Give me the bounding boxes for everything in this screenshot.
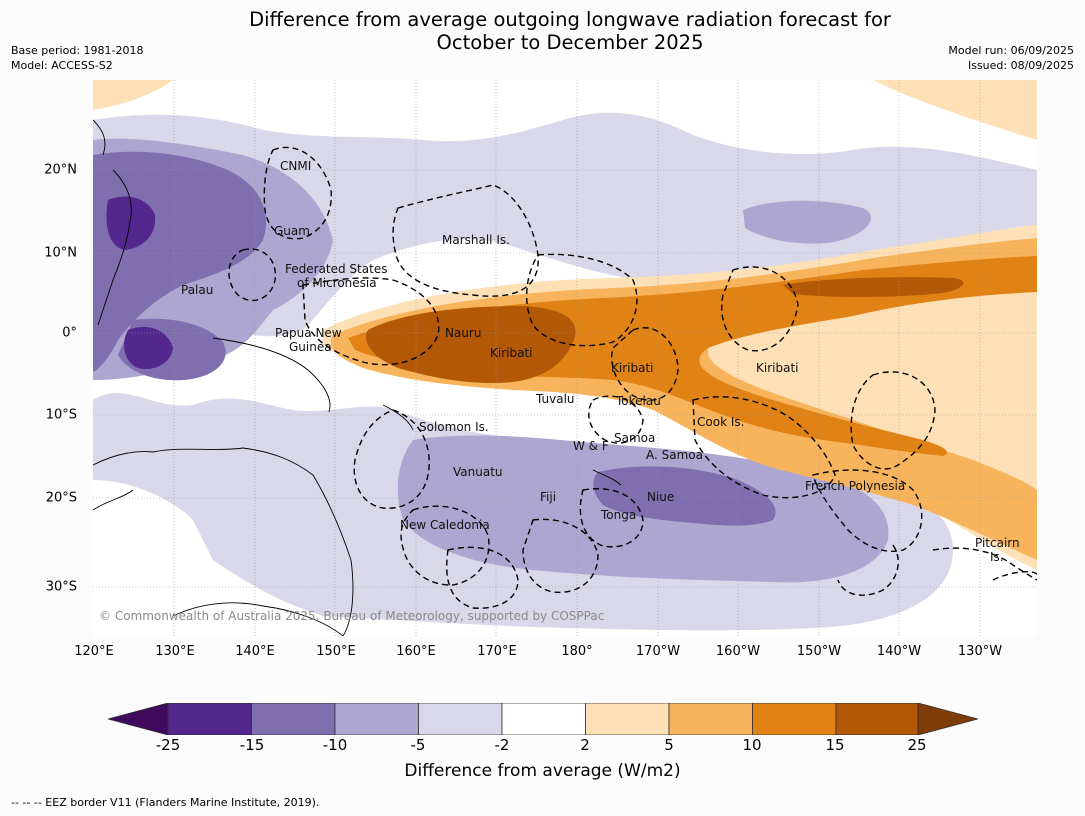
label-niue: Niue xyxy=(647,490,674,504)
y-tick-10n: 10°N xyxy=(44,245,77,261)
y-tick-0: 0° xyxy=(62,325,77,341)
colorbar xyxy=(108,703,978,735)
label-nauru: Nauru xyxy=(445,326,481,340)
forecast-map: CNMI Guam Marshall Is. Federated States … xyxy=(93,80,1037,636)
x-tick-130w: 130°W xyxy=(957,644,1003,659)
colorbar-extend-high xyxy=(917,703,978,735)
region-purple-niue xyxy=(593,466,776,526)
label-new-caledonia: New Caledonia xyxy=(400,518,490,532)
x-tick-140w: 140°W xyxy=(876,644,922,659)
colorbar-extend-low xyxy=(108,703,169,735)
colorbar-tick: -10 xyxy=(322,736,348,754)
colorbar-swatch xyxy=(418,703,503,735)
y-tick-20n: 20°N xyxy=(44,162,77,178)
colorbar-swatch xyxy=(835,703,919,735)
eez-borders xyxy=(228,146,1037,609)
meta-right: Model run: 06/09/2025 Issued: 08/09/2025 xyxy=(948,43,1074,73)
label-guam: Guam xyxy=(274,224,310,238)
region-brown-east xyxy=(783,277,964,297)
colorbar-tick: -25 xyxy=(155,736,181,754)
graticule xyxy=(93,80,1037,636)
colorbar-label: Difference from average (W/m2) xyxy=(404,761,681,781)
x-tick-170e: 170°E xyxy=(477,644,517,659)
title-line-1: Difference from average outgoing longwav… xyxy=(249,8,891,31)
meta-left: Base period: 1981-2018 Model: ACCESS-S2 xyxy=(11,43,143,73)
label-french-polynesia: French Polynesia xyxy=(805,479,905,493)
model-name: Model: ACCESS-S2 xyxy=(11,59,113,72)
x-tick-160e: 160°E xyxy=(396,644,436,659)
label-micronesia-1: Federated States xyxy=(285,262,387,276)
y-tick-10s: 10°S xyxy=(45,407,77,423)
label-kiribati-central: Kiribati xyxy=(611,361,653,375)
colorbar-tick: -2 xyxy=(494,736,510,754)
label-tuvalu: Tuvalu xyxy=(535,392,575,406)
region-purple-marshall xyxy=(743,200,871,244)
title-line-2: October to December 2025 xyxy=(436,31,704,54)
x-tick-170w: 170°W xyxy=(635,644,681,659)
colorbar-tick: 25 xyxy=(907,736,927,754)
label-kiribati-west: Kiribati xyxy=(490,346,532,360)
region-light-purple-north xyxy=(93,112,1037,337)
coastlines xyxy=(93,119,622,636)
region-orange-dark xyxy=(348,256,1037,456)
colorbar-tick: -15 xyxy=(239,736,265,754)
x-tick-150e: 150°E xyxy=(316,644,356,659)
label-tokelau: Tokelau xyxy=(615,394,661,408)
colorbar-swatch xyxy=(501,703,586,735)
colorbar-swatch xyxy=(167,703,252,735)
colorbar-swatch xyxy=(334,703,419,735)
x-tick-150w: 150°W xyxy=(796,644,842,659)
region-dark-purple-2 xyxy=(124,326,173,370)
label-pitcairn-1: Pitcairn xyxy=(975,536,1020,550)
base-period: Base period: 1981-2018 xyxy=(11,44,144,57)
chart-title: Difference from average outgoing longwav… xyxy=(0,8,1085,54)
copyright-notice: © Commonwealth of Australia 2025, Bureau… xyxy=(99,609,605,623)
label-marshall-islands: Marshall Is. xyxy=(442,233,510,247)
colorbar-tick: 2 xyxy=(580,736,590,754)
issued-date: Issued: 08/09/2025 xyxy=(967,59,1074,72)
x-tick-120e: 120°E xyxy=(74,644,114,659)
colorbar-tick: 15 xyxy=(825,736,845,754)
label-samoa: Samoa xyxy=(614,431,655,445)
colorbar-swatch xyxy=(251,703,336,735)
label-american-samoa: A. Samoa xyxy=(646,448,703,462)
label-png-2: Guinea xyxy=(289,340,332,354)
model-run: Model run: 06/09/2025 xyxy=(948,44,1074,57)
colorbar-swatch xyxy=(585,703,670,735)
x-tick-140e: 140°E xyxy=(235,644,275,659)
label-cnmi: CNMI xyxy=(280,159,311,173)
region-orange-light-north xyxy=(93,80,1037,140)
colorbar-tick: 10 xyxy=(742,736,762,754)
colorbar-tick: 5 xyxy=(664,736,674,754)
colorbar-tick: -5 xyxy=(410,736,426,754)
colorbar-swatch xyxy=(668,703,753,735)
label-png-1: Papua New xyxy=(275,326,342,340)
label-solomon-islands: Solomon Is. xyxy=(419,420,489,434)
y-tick-30s: 30°S xyxy=(45,579,77,595)
label-kiribati-east: Kiribati xyxy=(756,361,798,375)
x-tick-130e: 130°E xyxy=(155,644,195,659)
y-tick-20s: 20°S xyxy=(45,490,77,506)
label-palau: Palau xyxy=(181,283,213,297)
region-dark-purple-1 xyxy=(106,196,156,250)
label-tonga: Tonga xyxy=(600,508,636,522)
region-brown-equatorial xyxy=(366,306,576,384)
label-wallis-futuna: W & F xyxy=(573,439,609,453)
region-labels: CNMI Guam Marshall Is. Federated States … xyxy=(181,159,1020,564)
label-fiji: Fiji xyxy=(540,490,556,504)
label-vanuatu: Vanuatu xyxy=(453,465,503,479)
legend-footer: -- -- -- EEZ border V11 (Flanders Marine… xyxy=(11,796,320,809)
label-cook-islands: Cook Is. xyxy=(697,415,744,429)
x-tick-160w: 160°W xyxy=(715,644,761,659)
map-svg: CNMI Guam Marshall Is. Federated States … xyxy=(93,80,1037,636)
label-pitcairn-2: Is. xyxy=(990,550,1004,564)
colorbar-swatch xyxy=(752,703,837,735)
x-tick-180: 180° xyxy=(561,644,593,659)
label-micronesia-2: of Micronesia xyxy=(297,276,377,290)
